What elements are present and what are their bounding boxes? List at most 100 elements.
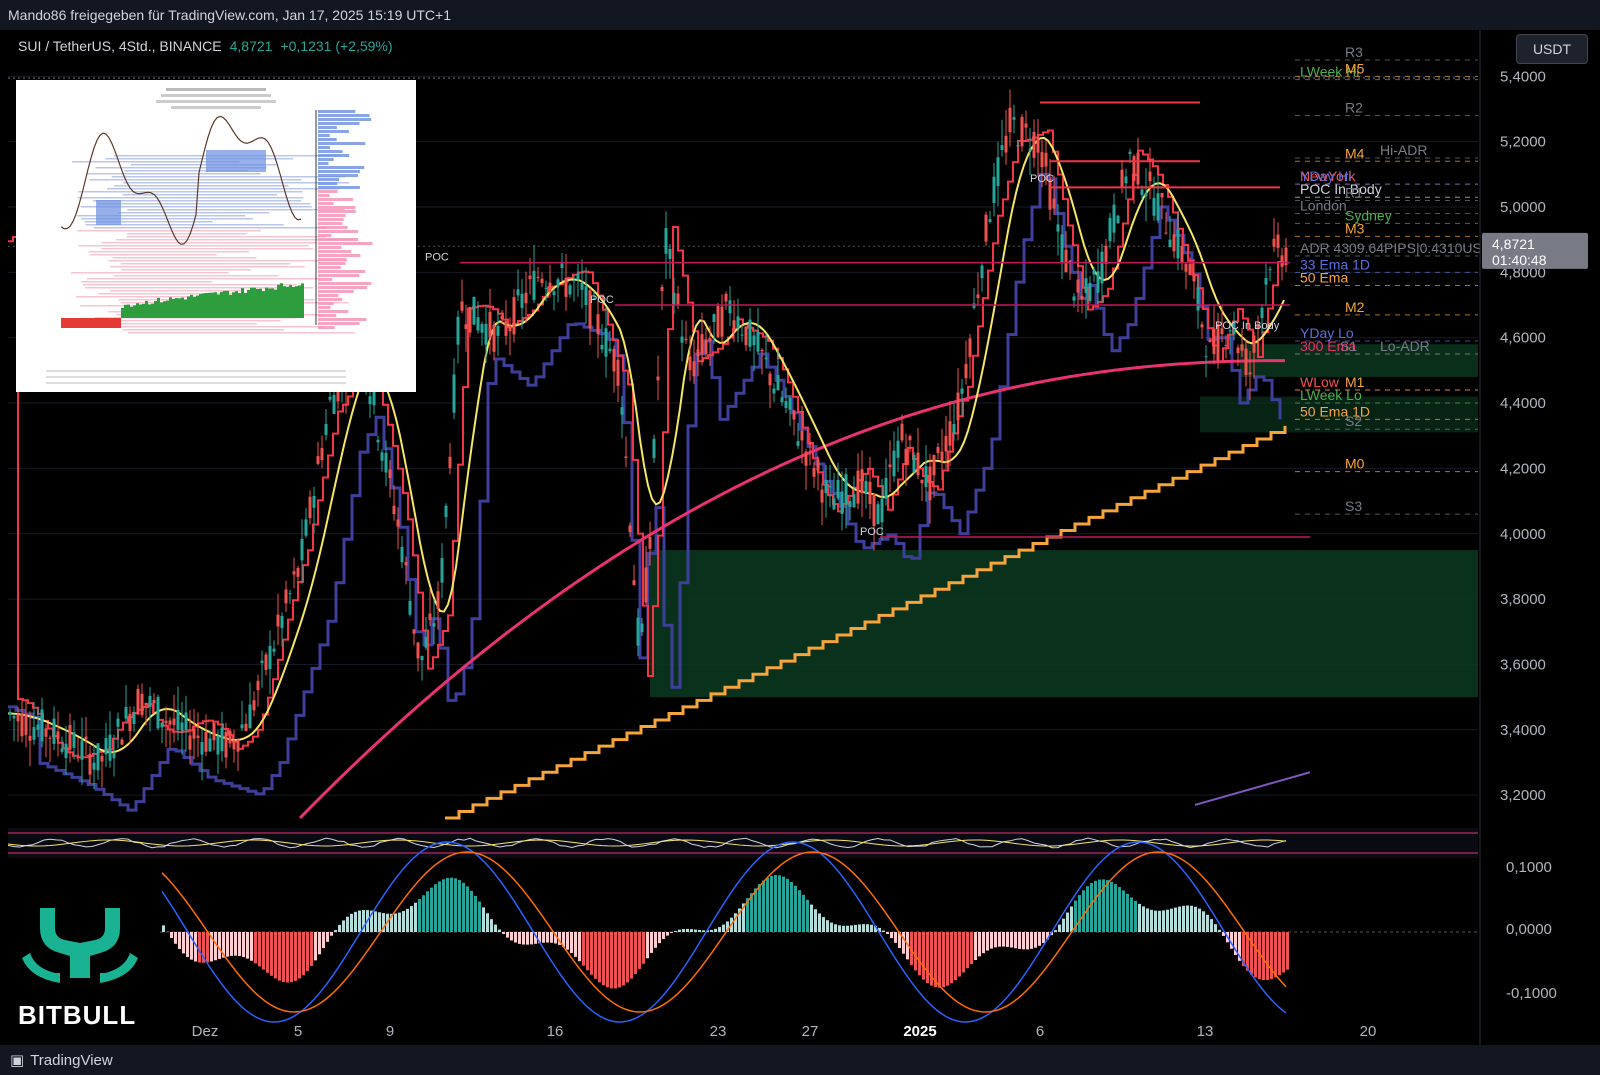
macd-bar (242, 932, 245, 958)
macd-bar (1114, 884, 1117, 932)
candle-body (140, 693, 144, 715)
candle-body (864, 481, 868, 494)
candle-body (1072, 296, 1076, 301)
macd-bar (394, 913, 397, 932)
inset-profile-bar (318, 318, 367, 321)
candle-body (160, 722, 164, 728)
candle-body (700, 334, 704, 355)
candle-body (696, 349, 700, 356)
inset-profile-bar (318, 254, 361, 257)
candle-body (76, 757, 80, 759)
macd-bar (682, 929, 685, 932)
macd-bar (374, 911, 377, 932)
candle-body (752, 335, 756, 346)
macd-bar (698, 930, 701, 932)
candle-body (156, 696, 160, 729)
candle-body (832, 498, 836, 510)
inset-profile-bar (318, 194, 330, 197)
macd-bar (690, 929, 693, 932)
inset-liq-line (101, 242, 316, 244)
inset-liq-line (89, 254, 217, 256)
inset-profile-bar (318, 242, 373, 245)
candle-body (764, 357, 768, 360)
macd-bar (530, 932, 533, 945)
inset-liq-line (72, 161, 240, 163)
macd-bar (710, 929, 713, 932)
candle-body (792, 410, 796, 420)
macd-bar (462, 882, 465, 932)
candle-body (152, 700, 156, 704)
inset-long-bar (250, 287, 253, 318)
inset-long-bar (244, 292, 247, 318)
macd-bar (414, 902, 417, 932)
candle-body (1008, 107, 1012, 133)
price-axis-tick: 4,2000 (1500, 460, 1546, 477)
candle-body (148, 695, 152, 708)
share-text: Mando86 freigegeben für TradingView.com,… (8, 7, 451, 23)
level-label: 50 Ema 1D (1300, 403, 1370, 419)
inset-long-bar (259, 288, 262, 318)
time-axis-tick: 13 (1197, 1023, 1214, 1040)
macd-bar (454, 878, 457, 932)
macd-bar (546, 932, 549, 943)
candle-body (976, 294, 980, 298)
candle-body (1004, 135, 1008, 153)
currency-button[interactable]: USDT (1516, 34, 1588, 64)
macd-bar (578, 932, 581, 962)
brand-logo-text: BITBULL (18, 1000, 137, 1030)
candle-body (80, 740, 84, 760)
macd-bar (902, 932, 905, 954)
inset-profile-bar (318, 258, 347, 261)
macd-bar (278, 932, 281, 981)
inset-long-bar (274, 289, 277, 318)
level-label: Lo-ADR (1380, 338, 1430, 354)
candle-body (300, 538, 304, 561)
candle-body (508, 325, 512, 332)
macd-bar (914, 932, 917, 971)
candle-body (104, 738, 108, 755)
macd-bar (554, 932, 557, 944)
macd-bar (1194, 906, 1197, 932)
macd-bar (1026, 932, 1029, 950)
inset-liq-line (71, 272, 229, 274)
price-axis-tick: 3,4000 (1500, 722, 1546, 739)
level-label: M5 (1345, 60, 1365, 76)
candle-body (1192, 275, 1196, 282)
candle-body (1240, 344, 1244, 351)
macd-bar (178, 932, 181, 949)
candle-body (936, 446, 940, 454)
symbol-header: SUI / TetherUS, 4Std., BINANCE 4,8721 +0… (18, 38, 393, 54)
inset-profile-bar (318, 130, 349, 133)
time-axis-tick: 23 (710, 1023, 727, 1040)
macd-bar (658, 932, 661, 944)
inset-short-area (61, 318, 121, 328)
candle-body (460, 301, 464, 311)
macd-bar (1070, 906, 1073, 932)
macd-bar (238, 932, 241, 957)
macd-bar (1222, 932, 1225, 936)
candle-body (1276, 234, 1280, 248)
candle-body (1096, 271, 1100, 293)
macd-bar (402, 911, 405, 932)
inset-profile-bar (318, 206, 356, 209)
candle-body (840, 491, 844, 514)
macd-bar (766, 877, 769, 932)
macd-bar (866, 924, 869, 932)
inset-long-bar (151, 303, 154, 318)
time-axis-tick: 16 (547, 1023, 564, 1040)
macd-axis-tick: 0,0000 (1506, 921, 1552, 938)
macd-bar (1190, 905, 1193, 932)
macd-bar (198, 932, 201, 963)
candle-body (712, 314, 716, 323)
candle-body (744, 326, 748, 346)
macd-bar (486, 913, 489, 932)
macd-bar (506, 932, 509, 938)
macd-bar (626, 932, 629, 983)
inset-long-bar (181, 297, 184, 318)
macd-bar (938, 932, 941, 988)
macd-bar (670, 932, 673, 933)
tradingview-logo-icon: ▣ (10, 1052, 25, 1069)
macd-bar (1202, 911, 1205, 932)
inset-profile-bar (318, 114, 370, 117)
candle-body (1264, 278, 1268, 285)
